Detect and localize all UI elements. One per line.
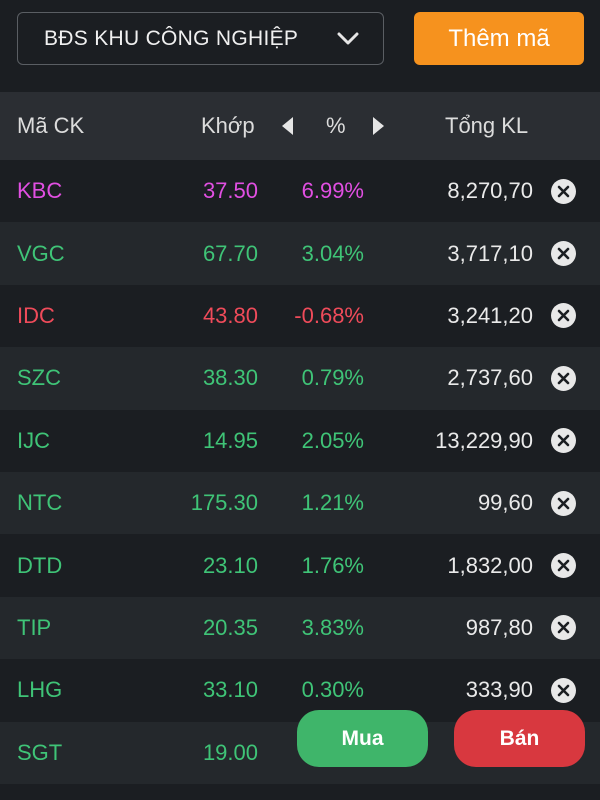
close-circle-icon [550, 490, 576, 516]
remove-symbol-button[interactable] [550, 347, 576, 409]
stock-code: LHG [17, 677, 63, 703]
table-row[interactable]: IDC 43.80 -0.68% 3,241,20 [0, 284, 600, 348]
table-header: Mã CK Khớp % Tổng KL [0, 92, 600, 160]
percent-change: 0.30% [301, 677, 364, 703]
watchlist-group-label: BĐS KHU CÔNG NGHIỆP [44, 26, 299, 50]
match-price: 14.95 [202, 427, 258, 453]
watchlist-group-dropdown[interactable]: BĐS KHU CÔNG NGHIỆP [17, 12, 384, 65]
remove-symbol-button[interactable] [550, 534, 576, 596]
total-volume: 3,241,20 [447, 302, 533, 328]
header-match-price: Khớp [201, 113, 255, 138]
match-price: 67.70 [202, 240, 258, 266]
total-volume: 2,737,60 [447, 365, 533, 391]
header-code: Mã CK [17, 113, 85, 138]
percent-change: 1.76% [301, 552, 364, 578]
total-volume: 13,229,90 [435, 427, 533, 453]
close-circle-icon [550, 677, 576, 703]
remove-symbol-button[interactable] [550, 472, 576, 534]
remove-symbol-button[interactable] [550, 222, 576, 284]
total-volume: 99,60 [477, 490, 533, 516]
stock-table: KBC 37.50 6.99% 8,270,70 VGC 67.70 3.04% 3,717,… [0, 160, 600, 784]
add-symbol-button[interactable]: Thêm mã [414, 12, 584, 65]
remove-symbol-button[interactable] [550, 160, 576, 222]
match-price: 19.00 [202, 739, 258, 765]
caret-right-icon[interactable] [372, 92, 384, 160]
match-price: 43.80 [202, 302, 258, 328]
close-circle-icon [550, 178, 576, 204]
match-price: 20.35 [202, 614, 258, 640]
stock-code: VGC [17, 240, 65, 266]
close-circle-icon [550, 365, 576, 391]
total-volume: 3,717,10 [447, 240, 533, 266]
close-circle-icon [550, 241, 576, 267]
total-volume: 987,80 [465, 614, 533, 640]
table-row[interactable]: VGC 67.70 3.04% 3,717,10 [0, 222, 600, 285]
stock-code: KBC [17, 178, 63, 204]
remove-symbol-button[interactable] [550, 410, 576, 472]
stock-code: DTD [17, 552, 63, 578]
match-price: 37.50 [202, 178, 258, 204]
percent-change: 3.83% [301, 614, 364, 640]
remove-symbol-button[interactable] [550, 597, 576, 659]
header-total-volume: Tổng KL [445, 113, 529, 138]
sell-button[interactable]: Bán [454, 710, 585, 767]
stock-code: TIP [17, 614, 52, 640]
table-row[interactable]: DTD 23.10 1.76% 1,832,00 [0, 534, 600, 597]
total-volume: 8,270,70 [447, 178, 533, 204]
stock-code: IJC [17, 427, 50, 453]
match-price: 38.30 [202, 365, 258, 391]
total-volume: 333,90 [465, 677, 533, 703]
percent-change: 2.05% [301, 427, 364, 453]
chevron-down-icon [337, 28, 359, 50]
percent-change: 6.99% [301, 178, 364, 204]
table-row[interactable]: NTC 175.30 1.21% 99,60 [0, 471, 600, 535]
close-circle-icon [550, 303, 576, 329]
percent-change: 3.04% [301, 240, 364, 266]
top-toolbar: BĐS KHU CÔNG NGHIỆP Thêm mã [0, 0, 600, 92]
match-price: 23.10 [202, 552, 258, 578]
percent-change: 1.21% [301, 490, 364, 516]
match-price: 33.10 [202, 677, 258, 703]
total-volume: 1,832,00 [447, 552, 533, 578]
remove-symbol-button[interactable] [550, 659, 576, 721]
table-row[interactable]: SZC 38.30 0.79% 2,737,60 [0, 347, 600, 410]
stock-code: SGT [17, 739, 63, 765]
close-circle-icon [550, 615, 576, 641]
stock-code: SZC [17, 365, 61, 391]
table-row[interactable]: TIP 20.35 3.83% 987,80 [0, 596, 600, 660]
caret-left-icon[interactable] [282, 92, 294, 160]
close-circle-icon [550, 553, 576, 579]
buy-button[interactable]: Mua [297, 710, 428, 767]
header-percent: % [326, 113, 346, 138]
stock-code: IDC [17, 302, 55, 328]
close-circle-icon [550, 428, 576, 454]
stock-code: NTC [17, 490, 63, 516]
remove-symbol-button[interactable] [550, 285, 576, 347]
percent-change: 0.79% [301, 365, 364, 391]
table-row[interactable]: KBC 37.50 6.99% 8,270,70 [0, 160, 600, 223]
match-price: 175.30 [190, 490, 258, 516]
table-row[interactable]: IJC 14.95 2.05% 13,229,90 [0, 409, 600, 472]
percent-change: -0.68% [294, 302, 364, 328]
